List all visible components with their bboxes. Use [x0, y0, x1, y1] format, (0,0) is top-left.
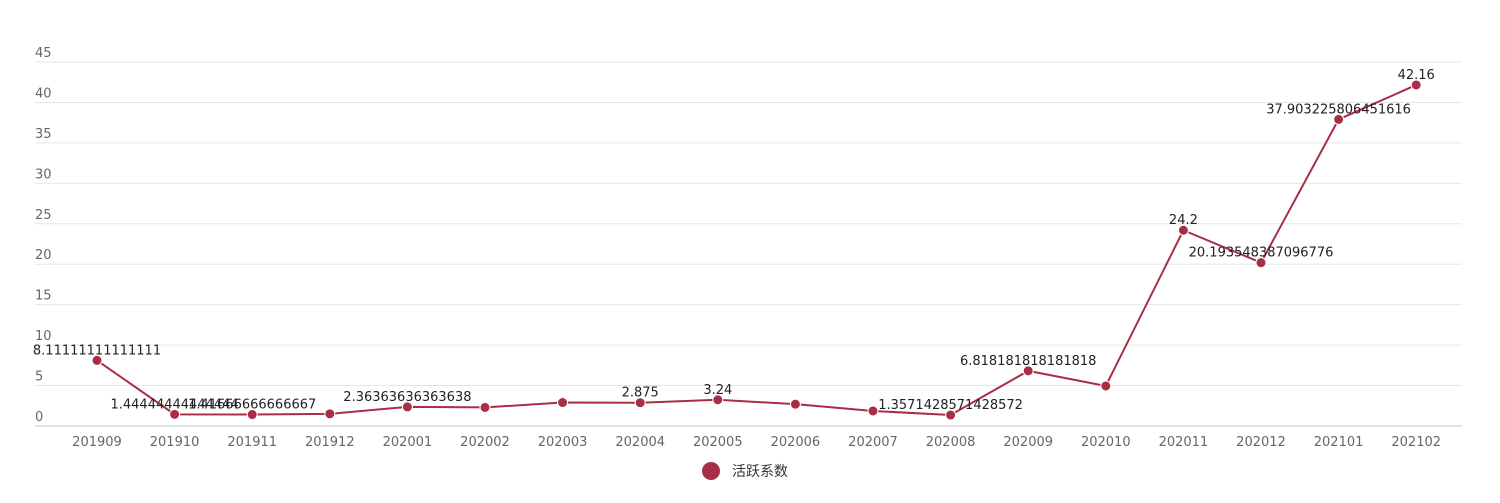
data-point[interactable]: [1333, 113, 1345, 125]
legend-marker: [702, 462, 720, 480]
data-label: 2.875: [622, 386, 659, 401]
y-tick-label: 5: [35, 370, 43, 385]
data-labels: 8.11111111111111 1.444444444444441.416666…: [33, 68, 1435, 413]
legend-label: 活跃系数: [732, 464, 788, 480]
data-point[interactable]: [1100, 380, 1112, 392]
data-label: 42.16: [1398, 68, 1435, 83]
y-tick-label: 15: [35, 289, 52, 304]
x-tick-label: 201912: [305, 435, 355, 450]
data-label: 20.193548387096776: [1189, 246, 1334, 261]
y-tick-label: 10: [35, 329, 52, 344]
data-point[interactable]: [246, 409, 258, 421]
data-point[interactable]: [324, 408, 336, 420]
data-point[interactable]: [401, 401, 413, 413]
x-tick-label: 202011: [1159, 435, 1209, 450]
data-label: 1.44444444444444: [110, 397, 238, 412]
x-tick-label: 202010: [1081, 435, 1131, 450]
data-label: 8.11111111111111: [33, 343, 161, 358]
x-tick-label: 202002: [460, 435, 510, 450]
y-tick-label: 35: [35, 127, 52, 142]
x-tick-label: 201911: [227, 435, 277, 450]
x-tick-label: 202005: [693, 435, 743, 450]
data-point[interactable]: [557, 397, 569, 409]
data-label: 3.24: [703, 383, 732, 398]
data-point[interactable]: [634, 397, 646, 409]
y-tick-label: 20: [35, 248, 52, 263]
y-tick-label: 0: [35, 410, 43, 425]
legend[interactable]: 活跃系数: [702, 462, 788, 480]
data-point[interactable]: [712, 394, 724, 406]
x-axis: 201909 201910 201911 201912 202001 202002 2020…: [72, 435, 1441, 450]
x-tick-label: 202009: [1003, 435, 1053, 450]
data-point[interactable]: [1022, 365, 1034, 377]
data-label: 24.2: [1169, 213, 1198, 228]
data-point[interactable]: [169, 408, 181, 420]
x-tick-label: 201909: [72, 435, 122, 450]
x-tick-label: 202003: [538, 435, 588, 450]
data-point[interactable]: [479, 401, 491, 413]
series-layer: [91, 79, 1422, 421]
data-label: 37.903225806451616: [1266, 102, 1411, 117]
data-point[interactable]: [789, 398, 801, 410]
y-axis: 0 5 10 15 20 25 30 35 40 45: [35, 46, 52, 425]
data-point[interactable]: [867, 405, 879, 417]
series-line: [96, 84, 1417, 417]
data-label: 6.818181818181818: [960, 354, 1096, 369]
x-tick-label: 202101: [1314, 435, 1364, 450]
x-tick-label: 202102: [1391, 435, 1441, 450]
data-point[interactable]: [945, 409, 957, 421]
data-label: 1.3571428571428572: [878, 398, 1023, 413]
x-tick-label: 202007: [848, 435, 898, 450]
x-tick-label: 202008: [926, 435, 976, 450]
data-point[interactable]: [1410, 79, 1422, 91]
y-tick-label: 30: [35, 167, 52, 182]
x-tick-label: 202012: [1236, 435, 1286, 450]
y-tick-label: 45: [35, 46, 52, 61]
y-tick-label: 40: [35, 86, 52, 101]
data-point[interactable]: [1255, 257, 1267, 269]
y-tick-label: 25: [35, 208, 52, 223]
data-label: 1.41666666666667: [188, 398, 316, 413]
x-tick-label: 202001: [383, 435, 433, 450]
data-point[interactable]: [1177, 224, 1189, 236]
x-tick-label: 201910: [150, 435, 200, 450]
grid: [35, 61, 1462, 427]
data-label: 2.36363636363638: [343, 390, 471, 405]
x-tick-label: 202004: [615, 435, 665, 450]
data-point[interactable]: [91, 354, 103, 366]
x-tick-label: 202006: [771, 435, 821, 450]
